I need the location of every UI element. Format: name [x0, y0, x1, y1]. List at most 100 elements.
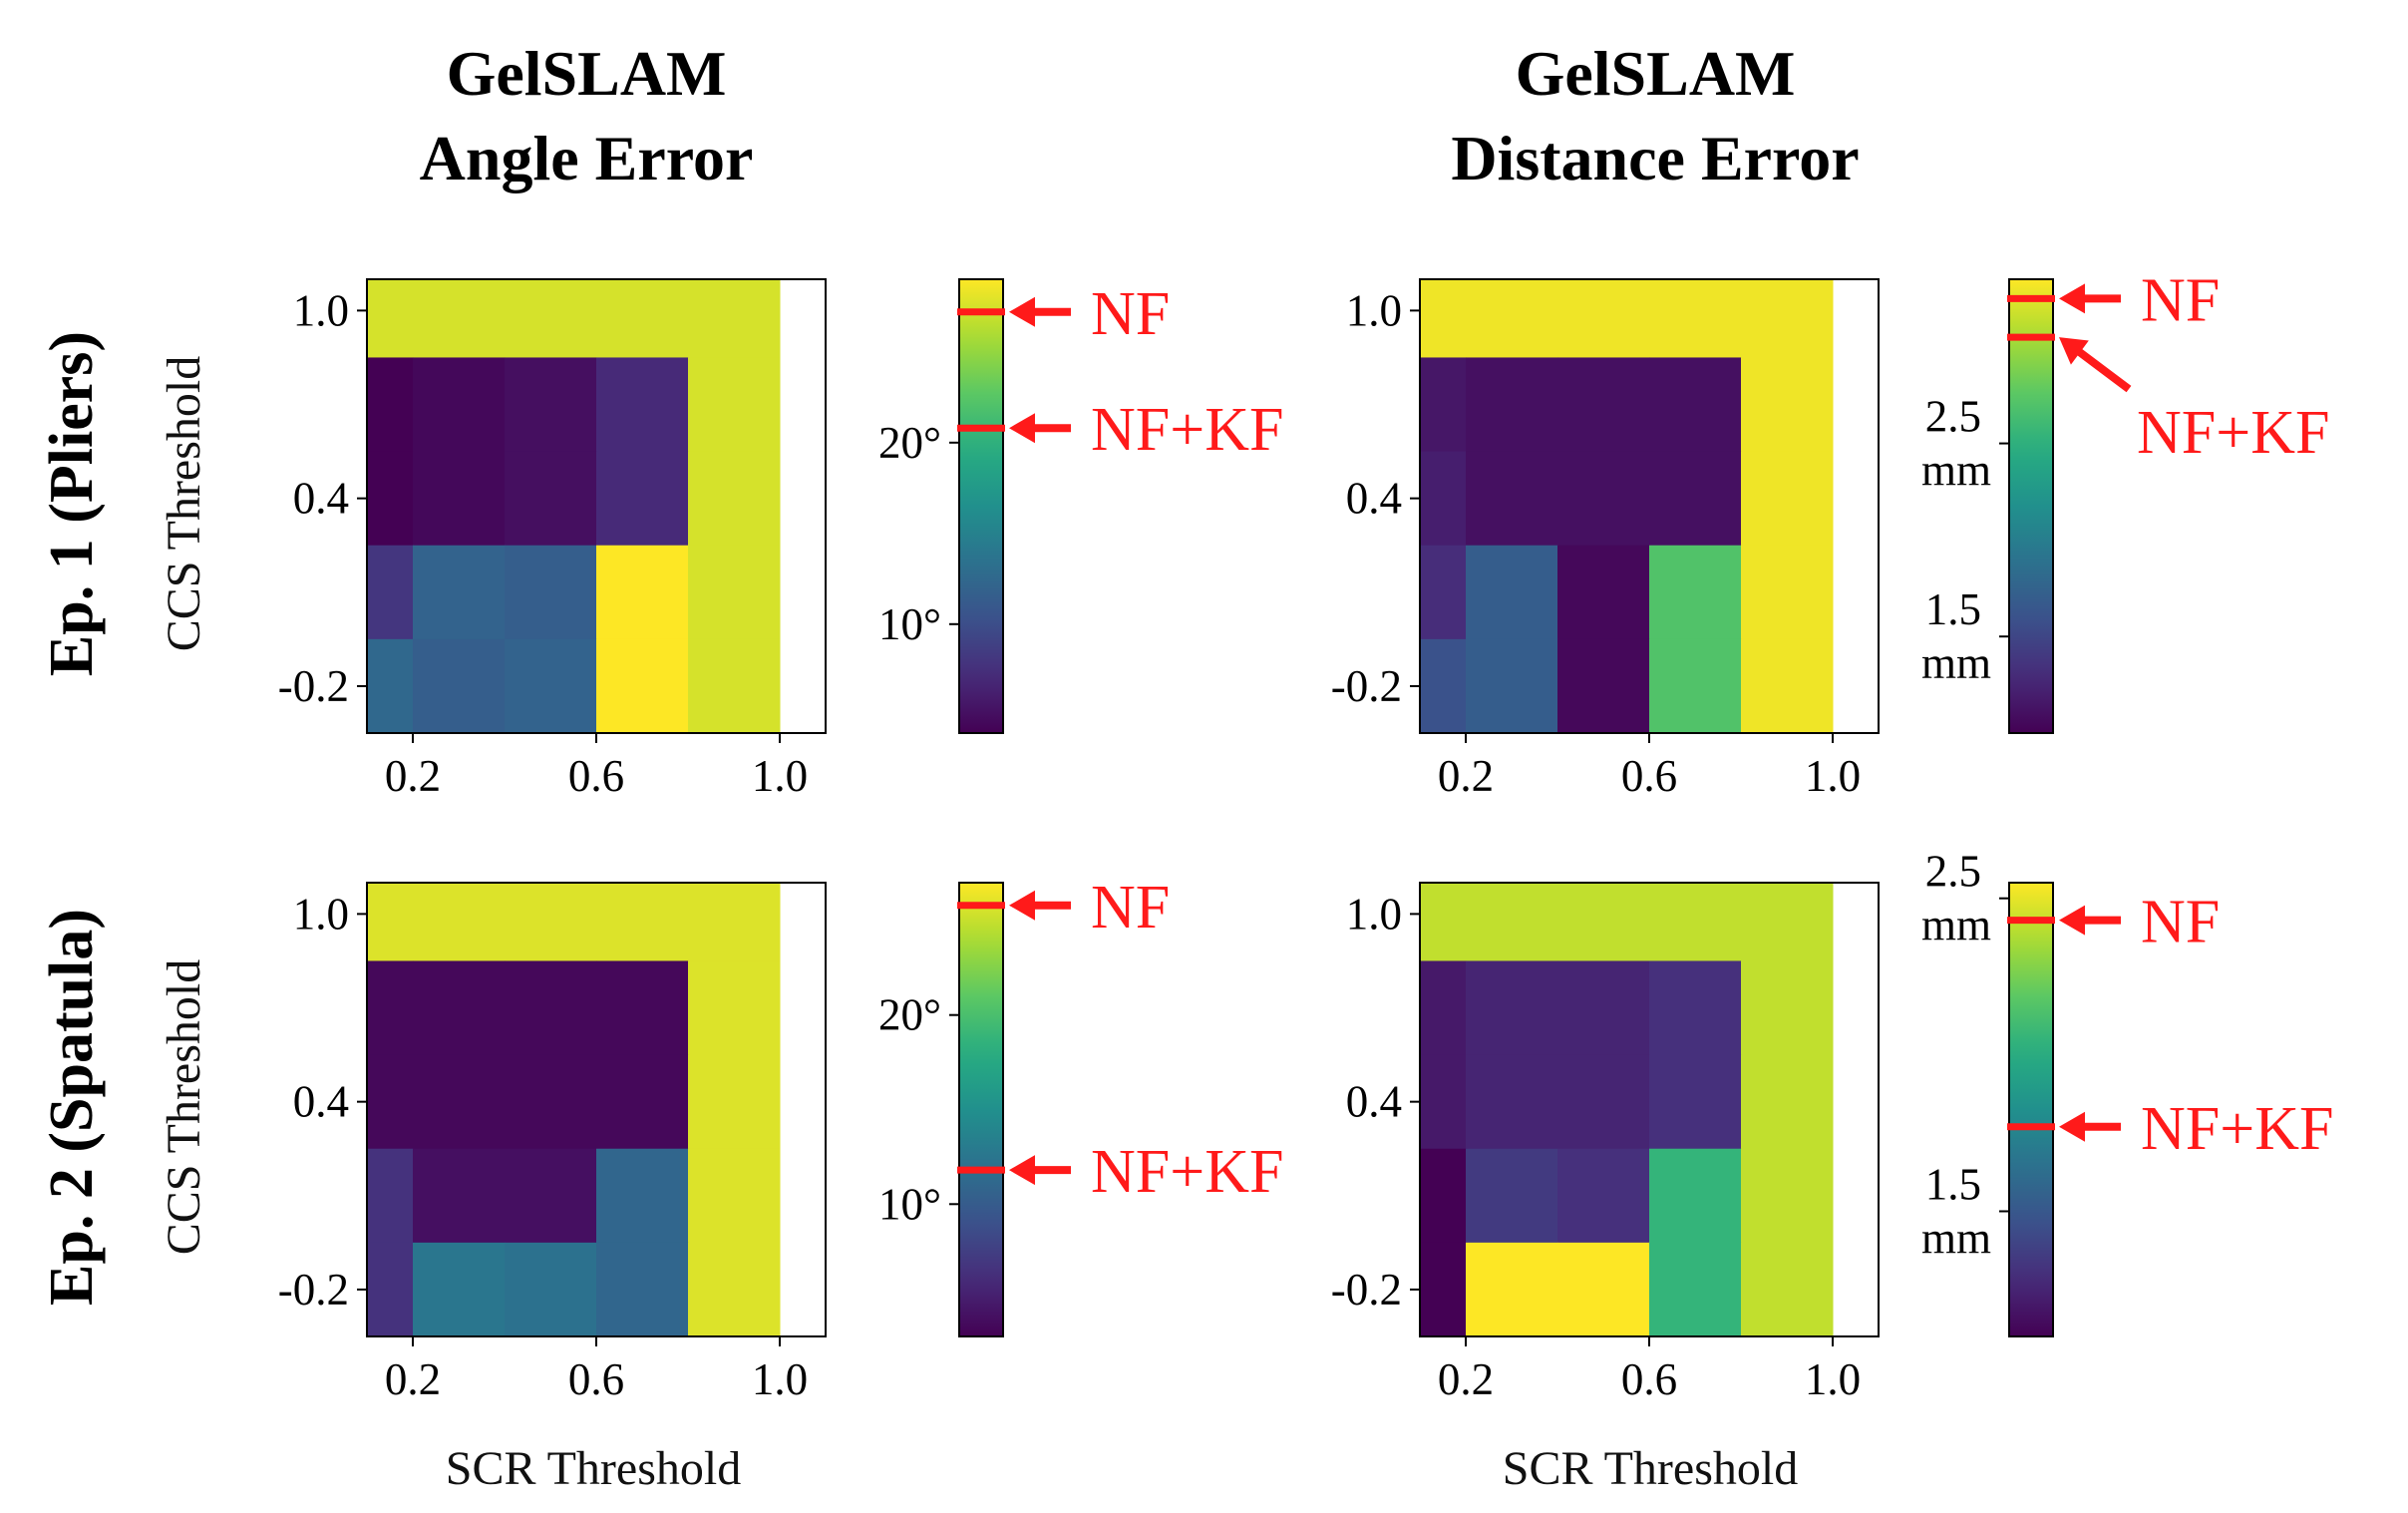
y-tick-label: 1.0	[293, 285, 349, 335]
x-tick-label: 0.2	[1438, 751, 1494, 801]
heatmap-cell	[1649, 1148, 1742, 1244]
y-tick-label: -0.2	[278, 661, 349, 711]
ylabel-ep2: CCS Threshold	[158, 959, 210, 1255]
colorbar-tick-label: 1.5	[1925, 1159, 1981, 1209]
xlabel-angle: SCR Threshold	[446, 1442, 741, 1495]
heatmap-cell	[505, 1054, 597, 1150]
row-label-ep2: Ep. 2 (Spatula)	[38, 909, 106, 1306]
heatmap-cell	[1466, 960, 1558, 1056]
heatmap-cell	[596, 545, 689, 640]
heatmap-cell	[1649, 451, 1742, 547]
heatmap-cell	[1741, 451, 1834, 547]
x-tick-label: 0.2	[1438, 1354, 1494, 1404]
marker-arrow-head	[2059, 1111, 2085, 1142]
marker-label: NF+KF	[1091, 1138, 1283, 1206]
heatmap-cell	[413, 960, 506, 1056]
heatmap-cell	[596, 883, 689, 961]
colorbar	[958, 882, 1004, 1337]
heatmap-cell	[596, 960, 689, 1056]
x-tick-label: 1.0	[1805, 751, 1861, 801]
heatmap-cell	[1420, 545, 1467, 640]
heatmap-cell	[505, 638, 597, 734]
colorbar-tick-label: 2.5	[1925, 847, 1981, 897]
y-tick-label: 0.4	[293, 474, 349, 524]
heatmap-cell	[1741, 1054, 1834, 1150]
col-title-distance-line2: Distance Error	[1451, 123, 1859, 193]
colorbar-unit-label: mm	[1921, 446, 1991, 496]
heatmap-cell	[596, 638, 689, 734]
heatmap-cell	[413, 357, 506, 453]
heatmap-cell	[1557, 1242, 1650, 1337]
heatmap-cell	[505, 883, 597, 961]
heatmap-cell	[413, 1148, 506, 1244]
marker-label: NF+KF	[1091, 396, 1283, 464]
heatmap-cell	[1741, 883, 1834, 961]
heatmap-cell	[1741, 960, 1834, 1056]
heatmap-cell	[688, 960, 781, 1056]
heatmap-cell	[1557, 545, 1650, 640]
heatmap-cell	[367, 1054, 414, 1150]
heatmap-cell	[596, 451, 689, 547]
heatmap-cell	[688, 638, 781, 734]
heatmap-cell	[1557, 357, 1650, 453]
heatmap-cell	[1557, 1054, 1650, 1150]
heatmap-cell	[505, 960, 597, 1056]
x-tick-label: 0.2	[385, 1354, 441, 1404]
heatmap-cell	[505, 1242, 597, 1337]
heatmap-cell	[1420, 1148, 1467, 1244]
heatmap-cell	[1466, 279, 1558, 358]
colorbar-tick-label: 10°	[878, 1179, 941, 1229]
heatmap-cell	[367, 1242, 414, 1337]
heatmap-cell	[367, 883, 414, 961]
heatmap-cell	[688, 451, 781, 547]
marker-arrow-head	[1009, 1155, 1035, 1186]
heatmap-cell	[1420, 357, 1467, 453]
heatmap-cell	[413, 279, 506, 358]
heatmap-cell	[413, 883, 506, 961]
marker-label: NF+KF	[2141, 1095, 2333, 1163]
x-tick-label: 1.0	[1805, 1354, 1861, 1404]
x-tick-label: 0.6	[1621, 751, 1677, 801]
marker-label: NF	[2141, 889, 2220, 956]
heatmap-cell	[1649, 279, 1742, 358]
y-tick-label: -0.2	[1331, 1265, 1402, 1315]
heatmap-cell	[1649, 1054, 1742, 1150]
heatmap-cell	[1557, 638, 1650, 734]
ylabel-ep1: CCS Threshold	[158, 356, 210, 651]
marker-arrow-shaft	[2070, 343, 2132, 393]
heatmap-cell	[1741, 1148, 1834, 1244]
heatmap-cell	[1420, 451, 1467, 547]
heatmap-cell	[505, 279, 597, 358]
heatmap-cell	[688, 1148, 781, 1244]
heatmap-cell	[1741, 357, 1834, 453]
heatmap-cell	[367, 357, 414, 453]
heatmap-cell	[367, 279, 414, 358]
heatmap-cell	[1741, 279, 1834, 358]
marker-arrow-head	[1009, 296, 1035, 327]
heatmap-cell	[505, 1148, 597, 1244]
heatmap-cell	[688, 357, 781, 453]
heatmap-cell	[367, 1148, 414, 1244]
heatmap-cell	[1466, 545, 1558, 640]
x-tick-label: 0.6	[1621, 1354, 1677, 1404]
colorbar-tick-label: 10°	[878, 599, 941, 649]
row-label-ep1: Ep. 1 (Pliers)	[38, 331, 106, 676]
heatmap-cell	[1649, 545, 1742, 640]
colorbar-tick-label: 20°	[878, 990, 941, 1040]
y-tick-label: 1.0	[1346, 285, 1402, 335]
col-title-angle-line1: GelSLAM	[447, 38, 727, 109]
colorbar	[2008, 882, 2054, 1337]
heatmap-cell	[596, 1054, 689, 1150]
marker-arrow-head	[1009, 890, 1035, 921]
marker-arrow-head	[2059, 337, 2089, 365]
y-tick-label: -0.2	[1331, 661, 1402, 711]
heatmap-cell	[596, 1148, 689, 1244]
heatmap-cell	[1466, 1242, 1558, 1337]
x-tick-label: 0.6	[568, 1354, 624, 1404]
colorbar-tick-label: 2.5	[1925, 392, 1981, 442]
heatmap-cell	[367, 960, 414, 1056]
marker-label: NF	[2141, 266, 2220, 334]
heatmap-cell	[688, 279, 781, 358]
